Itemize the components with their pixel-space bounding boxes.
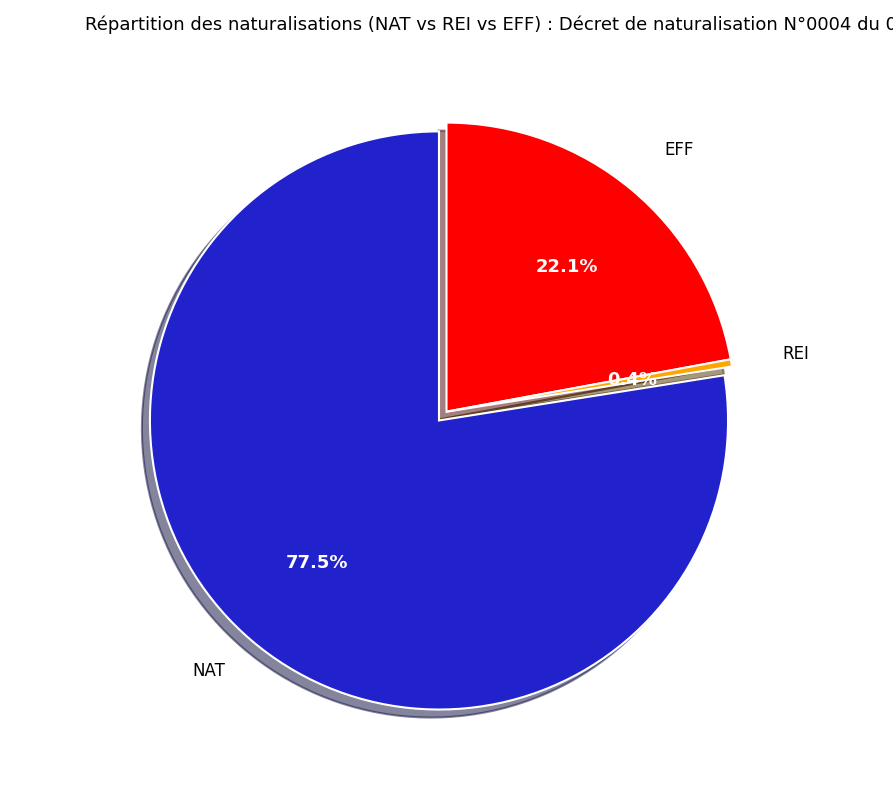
Text: 22.1%: 22.1%: [536, 258, 598, 277]
Text: NAT: NAT: [192, 662, 225, 680]
Wedge shape: [150, 132, 728, 709]
Text: EFF: EFF: [664, 140, 694, 158]
Text: 77.5%: 77.5%: [286, 554, 348, 572]
Wedge shape: [446, 123, 730, 411]
Text: Répartition des naturalisations (NAT vs REI vs EFF) : Décret de naturalisation N: Répartition des naturalisations (NAT vs …: [85, 15, 893, 34]
Text: 0.4%: 0.4%: [606, 371, 656, 389]
Text: REI: REI: [782, 345, 810, 363]
Wedge shape: [446, 359, 732, 411]
